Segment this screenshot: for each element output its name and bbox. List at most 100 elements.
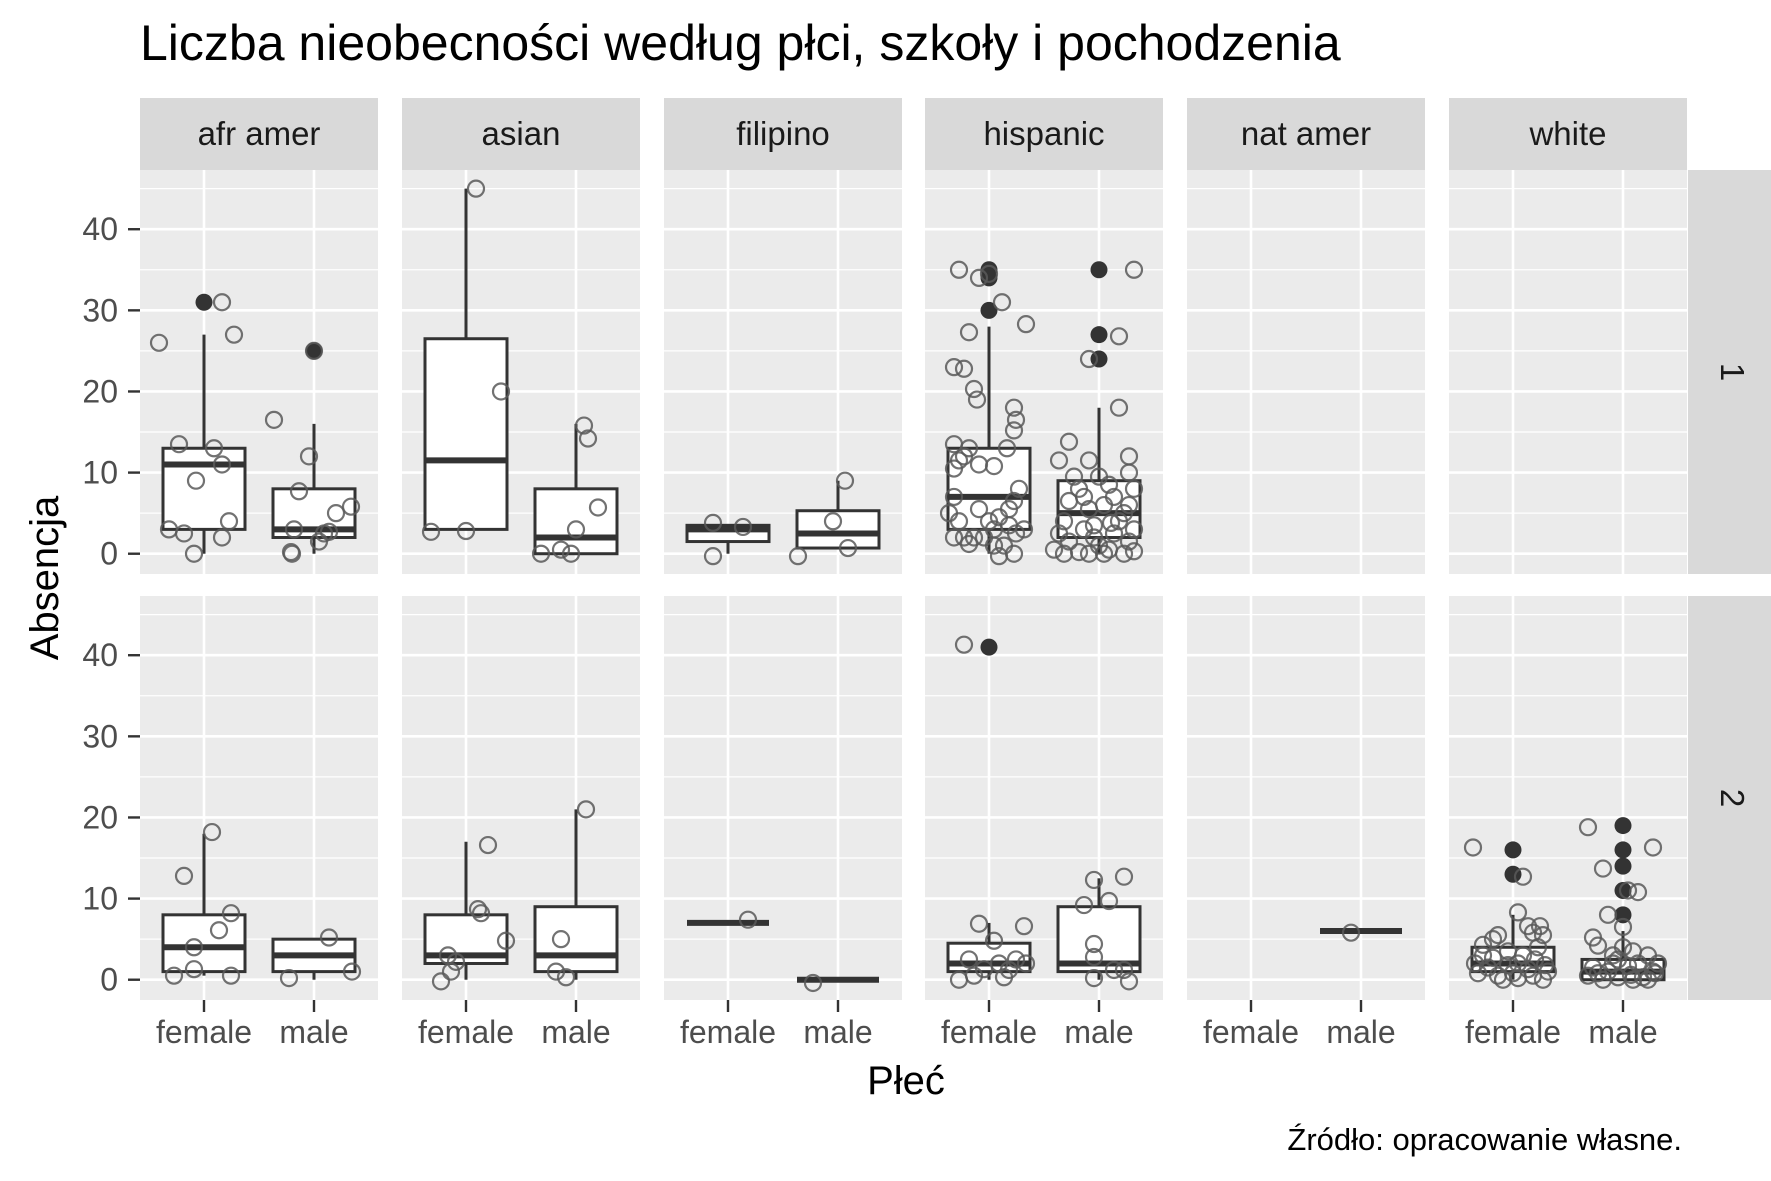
outlier-point <box>1090 326 1108 344</box>
jitter-point <box>1059 491 1079 511</box>
jitter-point <box>491 382 511 401</box>
jitter-point <box>551 540 571 559</box>
jitter-point <box>788 547 808 566</box>
box <box>423 337 509 531</box>
y-tick-label: 20 <box>82 799 118 835</box>
x-tick-label: female <box>418 1014 514 1050</box>
jitter-point <box>1124 479 1144 498</box>
jitter-point <box>438 946 458 965</box>
jitter-point <box>1014 917 1034 936</box>
jitter-point <box>221 966 241 985</box>
row-strip <box>1688 596 1771 1000</box>
outlier-point <box>980 638 998 656</box>
outlier-point <box>1614 881 1632 899</box>
y-axis-title: Absencja <box>23 495 67 660</box>
jitter-point <box>1528 938 1548 957</box>
jitter-point <box>1059 432 1079 451</box>
jitter-point <box>1598 905 1618 924</box>
y-tick-label: 40 <box>82 211 118 247</box>
panels-layer: afr amer asian filipino hispanic nat amer whi… <box>82 98 1771 1050</box>
jitter-point <box>566 520 586 539</box>
jitter-point <box>1588 936 1608 955</box>
jitter-point <box>1503 964 1523 983</box>
jitter-point <box>1119 532 1139 551</box>
jitter-point <box>551 930 571 949</box>
panel-background <box>1187 170 1425 574</box>
jitter-point <box>1101 513 1121 532</box>
jitter-point <box>1523 966 1543 985</box>
jitter-point <box>1044 540 1064 559</box>
jitter-point <box>733 517 753 537</box>
x-tick-label: male <box>1064 1014 1133 1050</box>
jitter-point <box>1473 946 1493 965</box>
jitter-point <box>304 341 324 361</box>
jitter-point <box>319 928 339 947</box>
jitter-point <box>964 379 984 399</box>
jitter-point <box>588 498 608 517</box>
jitter-point <box>174 524 194 543</box>
jitter-point <box>979 264 999 283</box>
jitter-point <box>1535 956 1555 975</box>
outlier-point <box>1090 261 1108 279</box>
jitter-point <box>341 497 361 516</box>
jitter-point <box>184 544 204 563</box>
jitter-point <box>468 900 488 919</box>
x-tick-label: female <box>1203 1014 1299 1050</box>
jitter-point <box>967 390 987 409</box>
jitter-point <box>1593 859 1613 878</box>
jitter-point <box>478 835 498 855</box>
jitter-point <box>1483 930 1503 949</box>
jitter-point <box>1578 818 1598 837</box>
jitter-point <box>1124 542 1144 561</box>
jitter-point <box>212 528 232 547</box>
jitter-point <box>1488 926 1508 945</box>
y-tick-label: 30 <box>82 718 118 754</box>
jitter-point <box>1009 479 1029 498</box>
x-tick-label: male <box>279 1014 348 1050</box>
jitter-point <box>281 542 301 562</box>
jitter-point <box>823 512 843 531</box>
jitter-point <box>1608 950 1628 969</box>
jitter-point <box>1016 954 1036 973</box>
jitter-point <box>466 179 486 198</box>
jitter-point <box>1508 954 1528 973</box>
jitter-point <box>703 513 723 532</box>
jitter-point <box>1099 891 1119 911</box>
jitter-point <box>576 800 596 819</box>
jitter-point <box>1084 968 1104 988</box>
jitter-point <box>1468 964 1488 983</box>
jitter-point <box>703 547 723 566</box>
facet-strip-label: nat amer <box>1241 115 1371 152</box>
jitter-point <box>1119 463 1139 482</box>
jitter-point <box>959 534 979 554</box>
jitter-point <box>1104 487 1124 507</box>
x-tick-label: male <box>1588 1014 1657 1050</box>
jitter-point <box>1124 260 1144 279</box>
jitter-point <box>835 471 855 490</box>
jitter-point <box>496 931 516 950</box>
jitter-point <box>1114 960 1134 980</box>
jitter-point <box>1069 479 1089 498</box>
jitter-point <box>1006 950 1026 969</box>
jitter-point <box>954 447 974 466</box>
jitter-point <box>1124 520 1144 539</box>
jitter-point <box>1603 954 1623 973</box>
jitter-point <box>326 504 346 523</box>
chart-caption: Źródło: opracowanie własne. <box>1287 1122 1682 1157</box>
jitter-point <box>471 904 491 923</box>
jitter-point <box>289 482 309 501</box>
jitter-point <box>1533 970 1553 989</box>
jitter-point <box>838 538 858 558</box>
y-tick-label: 30 <box>82 292 118 328</box>
jitter-point <box>186 471 206 490</box>
y-tick-label: 10 <box>82 881 118 917</box>
jitter-point <box>556 968 576 987</box>
jitter-point <box>959 323 979 342</box>
y-tick-label: 0 <box>100 962 118 998</box>
jitter-point <box>984 536 1004 555</box>
chart-title: Liczba nieobecności według płci, szkoły … <box>140 15 1341 71</box>
jitter-point <box>1513 867 1533 886</box>
jitter-point <box>803 973 823 993</box>
jitter-point <box>421 522 441 541</box>
jitter-point <box>219 512 239 531</box>
